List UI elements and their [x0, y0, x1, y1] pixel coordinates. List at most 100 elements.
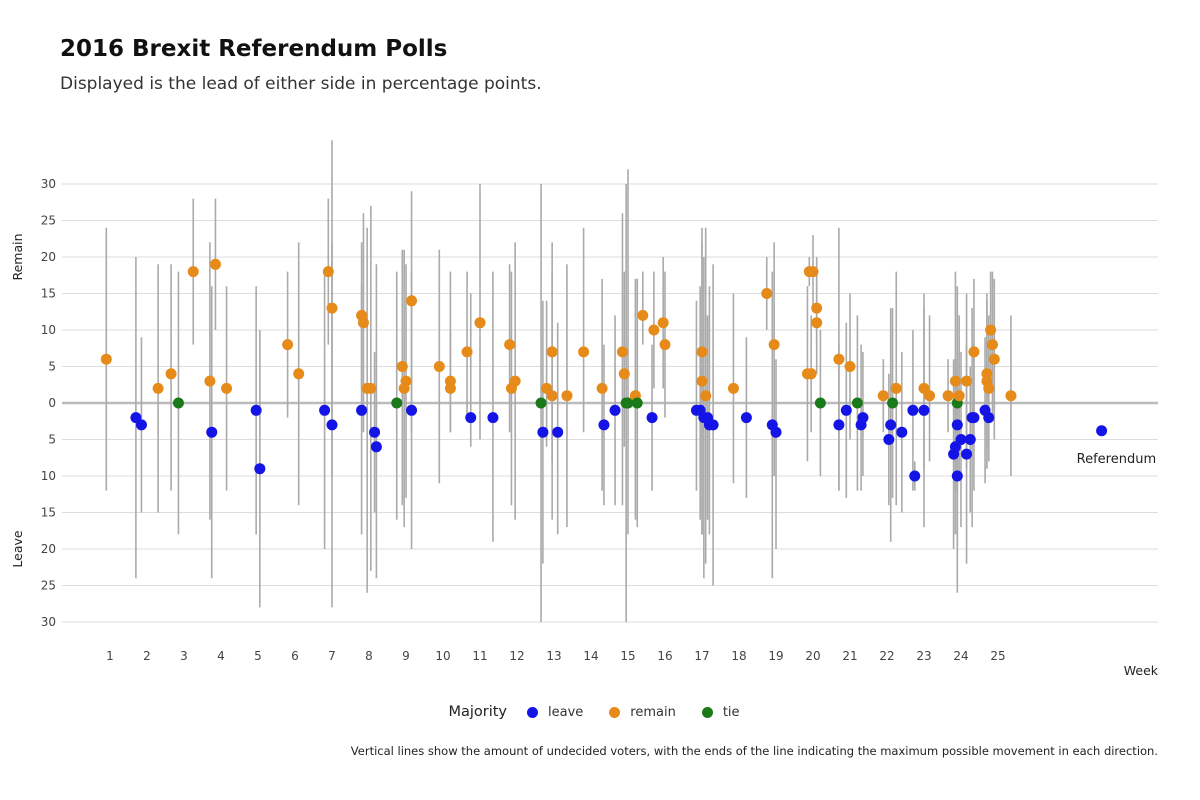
legend-entry-leave: leave	[527, 705, 583, 720]
poll-point-remain	[844, 361, 856, 372]
x-tick-label: 6	[291, 649, 299, 663]
poll-point-remain	[833, 353, 845, 365]
poll-point-tie	[851, 397, 863, 409]
poll-point-leave	[951, 470, 963, 482]
poll-point-remain	[293, 368, 305, 380]
poll-point-remain	[924, 390, 936, 402]
poll-point-leave	[250, 404, 262, 416]
poll-point-tie	[814, 397, 826, 409]
legend-label-leave: leave	[548, 704, 584, 720]
y-axis-title-remain: Remain	[10, 233, 25, 280]
poll-point-remain	[357, 317, 369, 329]
x-tick-label: 13	[546, 649, 561, 663]
poll-point-remain	[618, 368, 630, 380]
poll-point-leave	[487, 412, 499, 424]
poll-point-remain	[616, 346, 628, 358]
x-tick-label: 5	[254, 649, 262, 663]
poll-point-tie	[391, 397, 403, 409]
x-tick-label: 21	[842, 649, 857, 663]
y-tick-label: 25	[41, 579, 56, 593]
x-tick-label: 15	[620, 649, 635, 663]
poll-point-leave	[369, 426, 381, 438]
poll-point-remain	[985, 324, 997, 336]
x-axis-title: Week	[1124, 663, 1159, 678]
poll-point-remain	[546, 346, 558, 358]
y-axis-title-leave: Leave	[10, 530, 25, 567]
poll-point-remain	[221, 382, 233, 394]
x-tick-label: 3	[180, 649, 188, 663]
poll-point-remain	[890, 382, 902, 394]
poll-point-remain	[561, 390, 573, 402]
poll-point-remain	[187, 266, 199, 278]
poll-point-remain	[696, 375, 708, 387]
poll-point-remain	[727, 382, 739, 394]
legend-title: Majority	[448, 704, 507, 720]
poll-point-leave	[955, 434, 967, 445]
poll-point-remain	[400, 375, 412, 387]
poll-point-remain	[953, 390, 965, 402]
poll-point-remain	[396, 361, 408, 372]
legend-swatch-remain	[609, 706, 621, 718]
poll-point-leave	[319, 404, 331, 416]
poll-point-remain	[811, 302, 823, 314]
poll-point-remain	[961, 375, 973, 387]
poll-point-leave	[370, 441, 382, 453]
poll-point-leave	[598, 419, 610, 431]
poll-point-remain	[365, 382, 377, 394]
poll-point-remain	[983, 382, 995, 394]
poll-point-remain	[949, 375, 961, 387]
poll-point-remain	[1005, 390, 1017, 402]
x-tick-label: 17	[694, 649, 709, 663]
poll-point-leave	[983, 412, 995, 424]
y-tick-label: 20	[41, 250, 56, 264]
poll-point-remain	[433, 361, 445, 372]
y-tick-label: 15	[41, 287, 56, 301]
poll-point-leave	[326, 419, 338, 431]
poll-point-remain	[152, 382, 164, 394]
poll-point-remain	[648, 324, 660, 336]
poll-point-remain	[981, 368, 993, 380]
legend-label-tie: tie	[722, 704, 740, 720]
poll-point-remain	[761, 288, 773, 299]
y-tick-label: 5	[48, 433, 56, 447]
poll-point-leave	[840, 404, 852, 416]
chart-title: 2016 Brexit Referendum Polls	[60, 36, 448, 62]
y-tick-label: 30	[41, 177, 56, 191]
poll-point-leave	[356, 404, 368, 416]
poll-point-leave	[740, 412, 752, 424]
x-tick-label: 10	[435, 649, 450, 663]
poll-point-leave	[135, 419, 147, 431]
x-tick-label: 9	[402, 649, 410, 663]
x-tick-label: 7	[328, 649, 336, 663]
y-tick-label: 5	[48, 360, 56, 374]
poll-point-leave	[254, 463, 266, 475]
poll-point-remain	[282, 339, 294, 351]
x-tick-label: 24	[953, 649, 968, 663]
poll-point-remain	[546, 390, 558, 402]
poll-point-remain	[461, 346, 473, 358]
poll-point-tie	[887, 397, 899, 409]
x-tick-label: 8	[365, 649, 373, 663]
poll-point-leave	[968, 412, 980, 424]
x-tick-label: 1	[106, 649, 114, 663]
poll-point-leave	[883, 434, 895, 445]
poll-point-leave	[707, 419, 719, 431]
poll-point-remain	[659, 339, 671, 351]
poll-point-leave	[552, 426, 564, 438]
poll-point-remain	[444, 382, 456, 394]
x-tick-label: 2	[143, 649, 151, 663]
poll-point-remain	[165, 368, 177, 380]
poll-point-remain	[100, 353, 112, 365]
chart-caption: Vertical lines show the amount of undeci…	[350, 744, 1158, 758]
x-tick-label: 11	[472, 649, 487, 663]
poll-point-leave	[537, 426, 549, 438]
poll-point-leave	[896, 426, 908, 438]
poll-point-leave	[406, 404, 418, 416]
poll-point-remain	[474, 317, 486, 329]
legend-swatch-tie	[701, 706, 713, 718]
poll-point-leave	[646, 412, 658, 424]
poll-point-remain	[326, 302, 338, 314]
legend: Majority leave remain tie	[0, 704, 1200, 720]
poll-point-remain	[877, 390, 889, 402]
